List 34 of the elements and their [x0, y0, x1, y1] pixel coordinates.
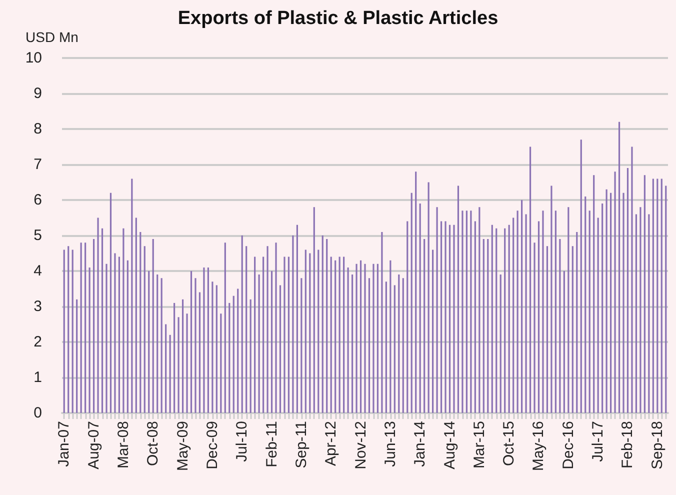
- x-tick-label: Sep-18: [648, 421, 666, 470]
- x-tick-label: Jul-17: [590, 421, 607, 462]
- y-tick-label: 4: [34, 262, 42, 280]
- y-tick-label: 1: [34, 369, 42, 386]
- y-tick-label: 6: [34, 192, 42, 208]
- y-axis-title: USD Mn: [26, 29, 78, 45]
- y-tick-label: 0: [34, 404, 42, 422]
- y-tick-label: 9: [34, 85, 42, 102]
- y-tick-label: 3: [34, 298, 42, 315]
- x-tick-label: Mar-15: [470, 421, 488, 469]
- x-tick-label: Mar-08: [114, 421, 132, 469]
- x-tick-label: Dec-09: [204, 421, 221, 470]
- x-tick-label: May-16: [530, 421, 548, 472]
- x-tick-label: Jan-14: [412, 421, 429, 467]
- x-tick-label: Oct-08: [144, 421, 162, 466]
- x-tick-label: May-09: [174, 421, 192, 472]
- x-tick-label: Oct-15: [500, 421, 518, 466]
- x-tick-label: Apr-12: [322, 421, 340, 466]
- x-tick-label: Jul-10: [234, 421, 251, 462]
- x-tick-label: Aug-14: [441, 421, 458, 470]
- y-tick-label: 10: [25, 50, 42, 66]
- x-tick-label: Dec-16: [560, 421, 577, 470]
- x-tick-label: Jun-13: [382, 421, 399, 467]
- x-tick-label: Aug-07: [85, 421, 102, 470]
- chart-title: Exports of Plastic & Plastic Articles: [178, 8, 498, 29]
- y-tick-label: 7: [34, 156, 42, 173]
- x-tick-label: Jan-07: [56, 421, 73, 467]
- y-tick-label: 8: [34, 120, 42, 138]
- x-tick-label: Feb-18: [619, 421, 636, 469]
- x-tick-label: Sep-11: [292, 421, 310, 468]
- y-tick-label: 2: [34, 334, 42, 350]
- y-tick-label: 5: [34, 227, 42, 244]
- x-tick-label: Feb-11: [263, 421, 280, 468]
- x-tick-label: Nov-12: [352, 421, 370, 470]
